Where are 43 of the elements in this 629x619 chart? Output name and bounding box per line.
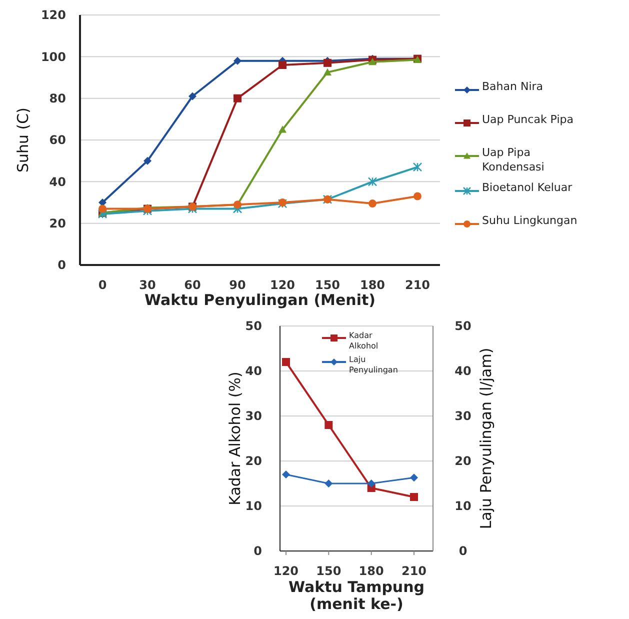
- x-tick-label: 150: [314, 278, 340, 292]
- y-tick-label: 100: [40, 50, 66, 64]
- x-tick-label: 30: [139, 278, 156, 292]
- y-tick-label: 0: [58, 258, 66, 272]
- legend-label: Laju Penyulingan: [349, 355, 398, 374]
- x-tick-label: 120: [273, 564, 299, 578]
- y2-axis-title: Laju Penyulingan (l/jam): [477, 348, 495, 530]
- x-tick-label: 180: [358, 564, 384, 578]
- y-tick-label: 30: [245, 409, 262, 424]
- y-tick-label: 120: [40, 8, 66, 22]
- y-tick-label: 40: [49, 174, 66, 189]
- y-tick-label: 20: [245, 454, 262, 468]
- y2-tick-label: 0: [458, 544, 468, 558]
- x-tick-label: 180: [360, 278, 386, 292]
- y-tick-label: 20: [49, 216, 66, 231]
- legend-label: Uap Pipa Kondensasi: [482, 146, 544, 174]
- legend-label: Suhu Lingkungan: [482, 214, 578, 227]
- y-axis-title: Kadar Alkohol (%): [226, 372, 244, 506]
- x-tick-label: 210: [404, 278, 430, 292]
- legend-label: Bioetanol Keluar: [482, 181, 573, 194]
- y-axis-title: Suhu (C): [14, 108, 32, 172]
- x-tick-label: 150: [316, 564, 342, 578]
- x-axis-title: Waktu Tampung (menit ke-): [288, 578, 425, 613]
- x-tick-label: 0: [98, 278, 107, 292]
- legend-label: Kadar Alkohol: [349, 331, 378, 350]
- y2-tick-label: 10: [454, 499, 472, 514]
- x-tick-label: 90: [229, 278, 246, 292]
- y-tick-label: 40: [245, 364, 262, 378]
- x-tick-label: 210: [401, 564, 427, 578]
- y-tick-label: 50: [245, 319, 262, 334]
- y2-tick-label: 50: [454, 319, 472, 334]
- y-tick-label: 60: [49, 133, 66, 148]
- legend-label: Bahan Nira: [482, 80, 544, 93]
- x-tick-label: 120: [270, 278, 296, 292]
- y2-tick-label: 40: [454, 364, 472, 378]
- x-tick-label: 60: [184, 278, 201, 292]
- y2-tick-label: 30: [454, 409, 472, 424]
- y2-tick-label: 20: [454, 454, 472, 468]
- y-tick-label: 10: [245, 499, 262, 514]
- y-tick-label: 0: [254, 544, 262, 558]
- legend-label: Uap Puncak Pipa: [482, 113, 574, 126]
- x-axis-title: Waktu Penyulingan (Menit): [144, 291, 376, 309]
- y-tick-label: 80: [49, 92, 66, 106]
